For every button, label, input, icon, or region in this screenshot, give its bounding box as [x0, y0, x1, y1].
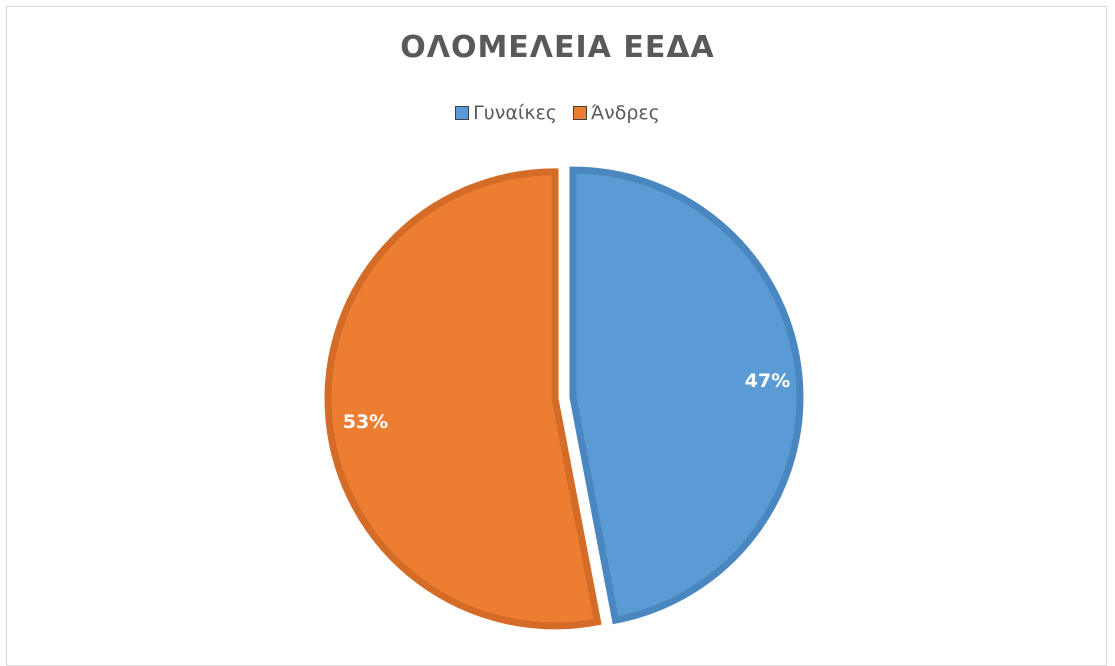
legend-label-women: Γυναίκες	[473, 102, 557, 124]
pie-slice-men	[324, 168, 602, 630]
legend-swatch-men	[572, 106, 587, 120]
pie-slice-women	[569, 166, 804, 625]
data-label-women: 47%	[745, 370, 790, 392]
legend-swatch-women	[455, 106, 470, 120]
legend: Γυναίκες Άνδρες	[0, 102, 1115, 124]
data-label-men: 53%	[343, 411, 388, 433]
legend-entry-men: Άνδρες	[572, 102, 660, 124]
legend-entry-women: Γυναίκες	[455, 102, 557, 124]
legend-label-men: Άνδρες	[590, 102, 660, 124]
chart-title: ΟΛΟΜΕΛΕΙΑ ΕΕΔΑ	[400, 30, 715, 65]
